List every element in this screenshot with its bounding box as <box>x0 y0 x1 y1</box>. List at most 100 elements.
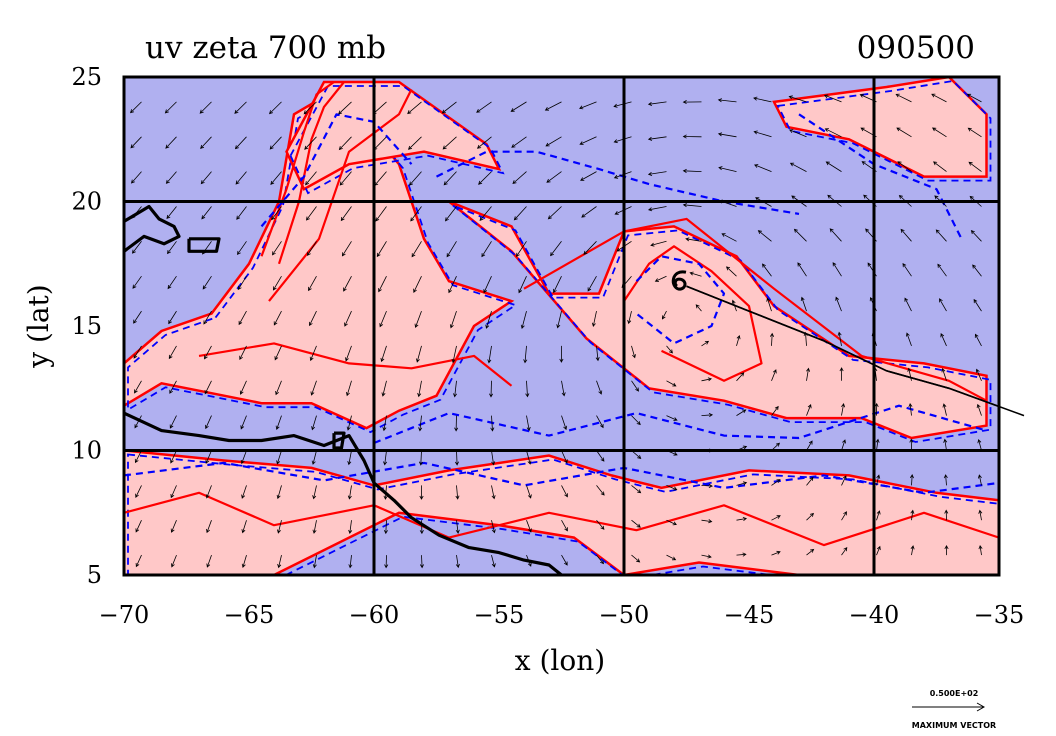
wind-vector <box>133 345 142 359</box>
wind-vector <box>205 415 212 430</box>
wind-vector <box>135 554 142 568</box>
wind-vector <box>939 298 947 312</box>
wind-vector <box>165 136 177 149</box>
wind-vector <box>789 129 807 138</box>
y-tick-label: 15 <box>71 312 102 340</box>
wind-vector <box>944 509 949 521</box>
wind-vector <box>559 345 564 363</box>
wind-vector <box>511 136 527 148</box>
wind-vector <box>647 101 667 106</box>
wind-vector <box>701 519 713 524</box>
wind-vector <box>135 485 142 498</box>
wind-vector <box>449 310 457 329</box>
storm-track-extension <box>686 285 1025 417</box>
wind-vector <box>736 409 747 416</box>
positive-region-1 <box>124 87 515 430</box>
wind-vector <box>348 520 353 535</box>
wind-vector <box>382 415 387 432</box>
wind-vector <box>897 161 912 172</box>
wind-vector <box>682 203 702 208</box>
wind-vector <box>169 380 177 394</box>
wind-vector <box>134 415 142 429</box>
negative-contour-12 <box>798 113 963 240</box>
wind-vector <box>205 450 212 464</box>
wind-vector <box>200 136 212 150</box>
wind-vector <box>654 275 667 282</box>
negative-edge-contour-2 <box>289 85 505 195</box>
positive-contour-2 <box>277 81 345 265</box>
wind-vector <box>587 276 597 292</box>
wind-vector <box>272 275 282 291</box>
tropical-storm-symbol <box>671 270 687 291</box>
wind-vector <box>545 136 562 147</box>
wind-vector <box>275 415 282 430</box>
wind-vector <box>832 262 842 277</box>
wind-vector <box>134 380 142 394</box>
wind-vector <box>409 171 422 186</box>
wind-vector <box>546 171 562 183</box>
wind-vector <box>561 520 568 532</box>
wind-vector <box>202 275 212 290</box>
wind-vector <box>520 310 527 330</box>
wind-vector <box>876 474 881 486</box>
wind-vector <box>414 310 422 328</box>
wind-vector <box>239 345 247 361</box>
wind-vector <box>516 241 527 257</box>
wind-vector <box>347 450 352 466</box>
wind-vector <box>205 485 212 499</box>
wind-vector <box>931 93 947 103</box>
wind-vector <box>166 206 177 220</box>
y-axis-ticks: 5 10 15 20 25 <box>71 63 102 589</box>
wind-vector <box>596 554 605 565</box>
wind-vector <box>166 241 177 255</box>
wind-vector <box>305 171 317 186</box>
wind-vector <box>701 554 712 559</box>
wind-vector <box>526 415 531 432</box>
wind-vector <box>443 171 457 186</box>
wind-vector <box>647 136 667 141</box>
wind-vector <box>974 333 982 347</box>
wind-vector <box>736 372 745 382</box>
wind-vector <box>171 554 177 568</box>
wind-vector <box>134 450 142 464</box>
wind-vector <box>130 171 142 184</box>
wind-vector <box>168 345 177 360</box>
wind-vector <box>647 206 667 212</box>
wind-vector <box>904 297 912 312</box>
x-tick-label: −40 <box>849 601 900 629</box>
wind-vector <box>411 241 422 258</box>
plot-frame <box>122 75 1001 577</box>
wind-vector <box>580 171 597 181</box>
negative-contour-8 <box>260 113 413 228</box>
wind-vector <box>689 271 702 277</box>
wind-vector <box>943 474 948 486</box>
wind-vector <box>240 415 247 430</box>
wind-vector <box>771 479 781 486</box>
wind-vector <box>561 450 568 464</box>
wind-vector <box>701 413 714 418</box>
y-tick-label: 20 <box>71 188 102 216</box>
wind-vector <box>491 450 496 466</box>
wind-vector <box>510 101 527 112</box>
wind-vector <box>547 206 562 220</box>
wind-vector <box>841 475 847 486</box>
wind-vector <box>277 555 282 569</box>
wind-vector <box>413 276 422 293</box>
plot-area <box>124 77 999 575</box>
wind-vector <box>561 485 568 498</box>
wind-vector <box>131 241 142 254</box>
wind-vector <box>736 481 748 486</box>
positive-region-3 <box>448 200 988 440</box>
wind-vector <box>967 127 982 138</box>
wind-vector <box>348 555 353 569</box>
wind-vector <box>931 127 947 138</box>
wind-vector <box>757 230 772 242</box>
reference-vector: 0.500E+02 MAXIMUM VECTOR <box>912 689 996 730</box>
x-tick-label: −35 <box>974 601 1025 629</box>
wind-vector <box>666 415 678 421</box>
wind-vector <box>874 402 879 416</box>
wind-vector <box>596 380 603 395</box>
wind-vector <box>240 450 247 465</box>
wind-vector <box>277 520 282 534</box>
wind-vector <box>666 554 677 561</box>
